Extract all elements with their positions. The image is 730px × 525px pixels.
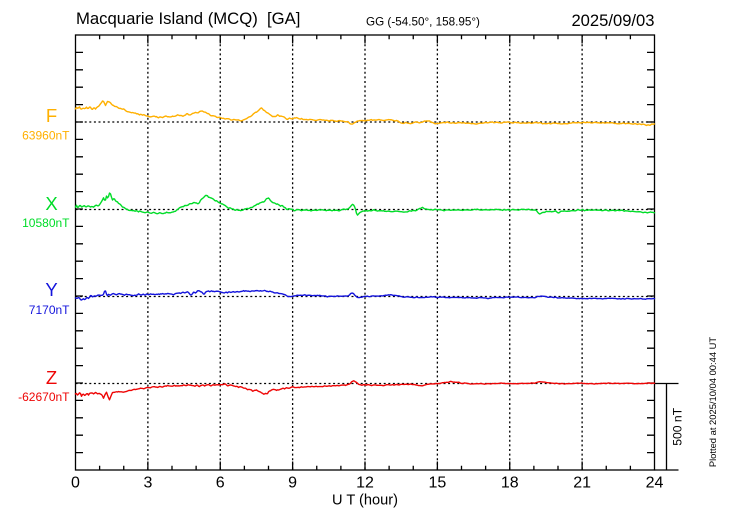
svg-text:15: 15 xyxy=(429,475,447,492)
svg-text:Macquarie Island (MCQ) [GA]: Macquarie Island (MCQ) [GA] xyxy=(76,9,300,28)
svg-text:6: 6 xyxy=(216,475,225,492)
svg-text:21: 21 xyxy=(573,475,591,492)
svg-text:9: 9 xyxy=(288,475,297,492)
svg-text:Plotted at 2025/10/04 00:44 UT: Plotted at 2025/10/04 00:44 UT xyxy=(707,337,718,468)
svg-text:Z: Z xyxy=(46,367,57,388)
svg-text:3: 3 xyxy=(143,475,152,492)
svg-text:18: 18 xyxy=(501,475,519,492)
svg-text:Y: Y xyxy=(45,279,57,300)
svg-text:U T (hour): U T (hour) xyxy=(332,493,398,509)
svg-text:7170nT: 7170nT xyxy=(29,303,70,317)
svg-text:-62670nT: -62670nT xyxy=(18,390,70,404)
svg-text:X: X xyxy=(45,193,57,214)
svg-text:500 nT: 500 nT xyxy=(671,407,685,445)
svg-text:F: F xyxy=(46,105,57,126)
svg-text:GG (-54.50°, 158.95°): GG (-54.50°, 158.95°) xyxy=(366,16,480,29)
svg-text:24: 24 xyxy=(646,475,664,492)
svg-text:10580nT: 10580nT xyxy=(22,216,70,230)
svg-text:0: 0 xyxy=(71,475,80,492)
svg-text:63960nT: 63960nT xyxy=(22,129,70,143)
svg-text:12: 12 xyxy=(356,475,374,492)
svg-text:2025/09/03: 2025/09/03 xyxy=(571,11,654,30)
